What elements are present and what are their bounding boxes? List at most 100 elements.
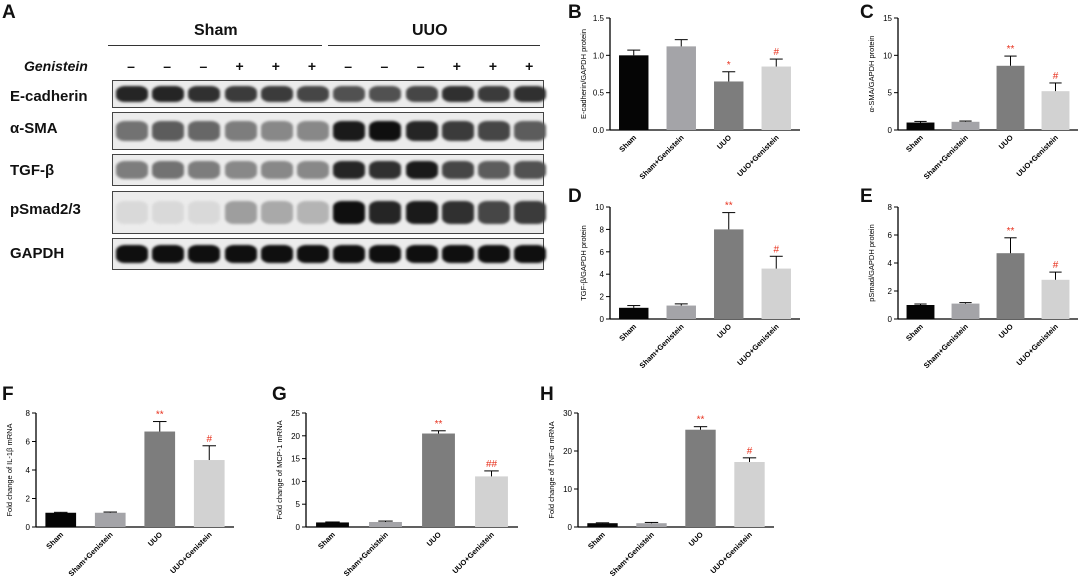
significance-mark: # [773,47,779,58]
significance-mark: ** [156,410,164,421]
blot-band [260,245,293,263]
x-category-label: UUO+Genistein [735,133,781,179]
x-category-label: UUO [687,530,705,548]
group-label-sham: Sham [194,22,238,39]
bar-3 [422,433,455,527]
y-tick-label: 4 [888,259,893,268]
chart-d: 0 2 4 6 8 10 TGF-β/GAPDH protein Sham Sham+Genis… [579,201,800,370]
genistein-treatment-label: Genistein [24,58,88,74]
blot-band [188,200,221,225]
y-tick-label: 10 [595,203,604,212]
chart-f: 0 2 4 6 8 Fold change of IL-1β mRNA Sham Sham+G… [5,409,234,578]
significance-mark: ** [697,415,705,426]
y-axis-label: E-cadherin/GAPDH protein [579,29,588,119]
y-axis-label: TGF-β/GAPDH protein [579,225,588,301]
x-category-label: Sham [586,530,607,551]
bar-1 [619,55,649,131]
y-tick-label: 0 [888,126,893,135]
bar-1 [587,523,618,527]
x-category-label: Sham+Genistein [638,322,686,370]
bar-4 [761,268,791,319]
band-label-0: E-cadherin [10,88,88,105]
y-axis-label: pSmad/GAPDH protein [867,224,876,302]
y-tick-label: 6 [26,438,31,447]
x-category-label: UUO [997,133,1015,151]
blot-band [405,120,438,142]
y-tick-label: 0.5 [593,89,605,98]
blot-band [152,161,185,179]
blot-band [478,161,510,179]
panel-letter-e: E [860,186,873,207]
x-category-label: Sham+Genistein [608,530,656,578]
panel-letter-g: G [272,384,287,405]
blot-band [188,245,221,263]
group-divider-sham [108,45,322,46]
x-category-label: UUO [425,530,443,548]
significance-mark: ** [435,419,443,430]
blot-band [405,86,438,102]
x-category-label: UUO [997,322,1015,340]
y-tick-label: 15 [883,14,892,23]
blot-band [188,86,221,102]
blot-band [478,245,510,263]
treatment-sign-lane-8: – [380,58,389,74]
blot-band [478,86,510,102]
treatment-sign-lane-5: + [271,58,280,74]
band-label-2: TGF-β [10,162,55,179]
blot-band [441,245,474,263]
x-category-label: Sham [44,530,65,551]
panel-letter-h: H [540,384,554,405]
bar-3 [714,229,744,319]
blot-band [224,245,257,263]
y-tick-label: 0 [888,315,893,324]
treatment-sign-lane-4: + [235,58,244,74]
chart-h: 0 10 20 30 Fold change of TNF-α mRNA Sham Sham… [547,409,774,578]
blot-band [514,86,547,102]
blot-band [116,200,148,225]
bar-4 [193,460,225,527]
bar-4 [475,476,508,527]
treatment-sign-lane-1: – [127,58,135,74]
blot-band [116,245,148,263]
blot-band [116,86,148,102]
blot-band [188,120,221,142]
significance-mark: # [206,434,212,445]
x-category-label: Sham [904,322,925,343]
blot-band [224,120,257,142]
y-tick-label: 2 [600,293,605,302]
significance-mark: # [1053,260,1059,271]
western-blot-panel: Sham UUO Genistein – – – + + + – – – + + + E-cadher… [0,0,547,280]
blot-band [369,86,402,102]
bar-2 [666,305,696,319]
blot-band [441,161,474,179]
blot-band [333,86,366,102]
treatment-sign-lane-12: + [525,58,534,74]
x-category-label: UUO [146,530,164,548]
y-tick-label: 2 [26,495,31,504]
bar-4 [761,66,791,130]
blot-band [369,161,402,179]
y-tick-label: 4 [600,270,605,279]
x-category-label: Sham+Genistein [67,530,115,578]
significance-mark: * [727,60,731,71]
y-tick-label: 30 [563,409,572,418]
y-tick-label: 5 [296,500,301,509]
blot-strip-0 [112,80,547,108]
blot-band [224,200,257,225]
y-tick-label: 20 [291,432,300,441]
significance-mark: # [773,244,779,255]
significance-mark: ** [1007,226,1015,237]
blot-band [188,161,221,179]
y-tick-label: 10 [291,477,300,486]
blot-strip-1 [112,112,547,150]
y-tick-label: 5 [888,89,893,98]
x-category-label: UUO+Genistein [168,530,214,576]
y-axis-label: α-SMA/GAPDH protein [867,36,876,113]
blot-band [369,120,402,142]
treatment-sign-lane-2: – [163,58,172,74]
blot-band [405,161,438,179]
y-tick-label: 8 [26,409,31,418]
bar-3 [714,81,744,130]
blot-band [116,120,148,142]
y-tick-label: 4 [26,466,31,475]
